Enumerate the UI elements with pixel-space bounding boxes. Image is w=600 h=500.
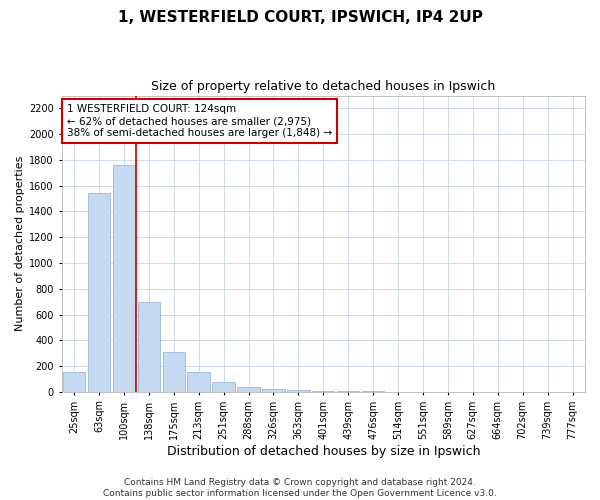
Bar	[137, 302, 160, 392]
Bar	[63, 372, 85, 392]
Text: 1 WESTERFIELD COURT: 124sqm
← 62% of detached houses are smaller (2,975)
38% of : 1 WESTERFIELD COURT: 124sqm ← 62% of det…	[67, 104, 332, 138]
Bar	[163, 352, 185, 392]
Y-axis label: Number of detached properties: Number of detached properties	[15, 156, 25, 332]
Bar	[88, 194, 110, 392]
Bar	[212, 382, 235, 392]
Title: Size of property relative to detached houses in Ipswich: Size of property relative to detached ho…	[151, 80, 496, 93]
Text: Contains HM Land Registry data © Crown copyright and database right 2024.
Contai: Contains HM Land Registry data © Crown c…	[103, 478, 497, 498]
Bar	[113, 165, 135, 392]
Bar	[262, 388, 284, 392]
Bar	[237, 386, 260, 392]
X-axis label: Distribution of detached houses by size in Ipswich: Distribution of detached houses by size …	[167, 444, 480, 458]
Bar	[312, 390, 334, 392]
Bar	[287, 390, 310, 392]
Bar	[337, 391, 359, 392]
Text: 1, WESTERFIELD COURT, IPSWICH, IP4 2UP: 1, WESTERFIELD COURT, IPSWICH, IP4 2UP	[118, 10, 482, 25]
Bar	[187, 372, 210, 392]
